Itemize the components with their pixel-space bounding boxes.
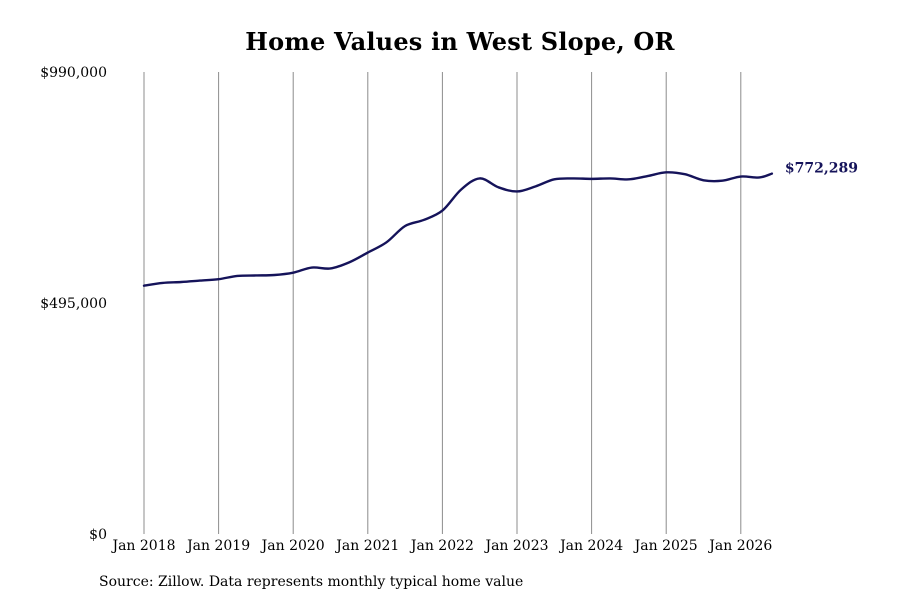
x-tick-label: Jan 2018 [110,538,175,554]
series-lines [142,171,774,287]
x-axis-tick-labels: Jan 2018 Jan 2019 Jan 2020 Jan 2021 Jan 2022… [110,538,772,554]
y-axis-tick-labels: $0 $495,000 $990,000 [40,65,107,543]
gridlines [143,72,742,534]
y-tick-label: $990,000 [40,65,107,81]
x-tick-label: Jan 2026 [707,538,772,554]
x-tick-label: Jan 2024 [558,538,623,554]
x-tick-label: Jan 2022 [409,538,474,554]
x-tick-label: Jan 2019 [185,538,250,554]
chart-title: Home Values in West Slope, OR [245,27,675,56]
x-tick-label: Jan 2025 [633,538,698,554]
y-tick-label: $0 [89,527,107,543]
x-tick-label: Jan 2021 [334,538,399,554]
source-note: Source: Zillow. Data represents monthly … [99,574,524,590]
y-tick-label: $495,000 [40,296,107,312]
series-line-0 [142,171,774,287]
x-tick-label: Jan 2023 [483,538,548,554]
x-tick-label: Jan 2020 [260,538,325,554]
end-value-label: $772,289 [785,161,858,177]
